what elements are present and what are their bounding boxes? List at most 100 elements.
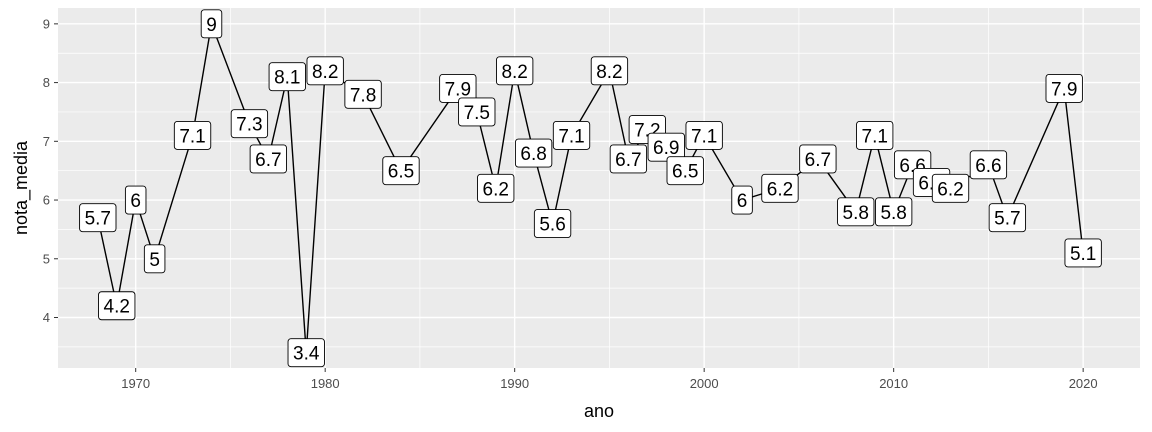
data-label: 6.6 <box>969 150 1008 180</box>
data-label-box <box>230 109 269 139</box>
data-label-box <box>609 144 648 174</box>
data-label-box <box>458 97 496 127</box>
data-label-box <box>931 173 970 203</box>
y-tick-label: 7 <box>43 134 50 149</box>
data-label-box <box>837 197 875 227</box>
data-label: 6.8 <box>514 138 553 168</box>
data-label-box <box>685 120 723 150</box>
data-label-box <box>124 185 147 215</box>
data-label-text: 6.2 <box>767 179 793 200</box>
data-label-text: 5.6 <box>539 215 565 236</box>
data-label: 5 <box>143 244 166 274</box>
data-label: 6.9 <box>647 132 685 162</box>
data-label-box <box>552 120 591 150</box>
data-label: 8.2 <box>306 56 344 86</box>
data-label-text: 6.6 <box>975 156 1001 177</box>
data-label-text: 7.9 <box>1051 79 1077 100</box>
x-axis-title: ano <box>584 401 614 421</box>
data-label: 6 <box>124 185 147 215</box>
data-label-box <box>731 185 753 215</box>
data-label: 6 <box>731 185 753 215</box>
data-label-box <box>666 156 704 186</box>
data-label: 6.2 <box>477 173 515 203</box>
data-label-box <box>874 197 913 227</box>
data-label-box <box>200 9 223 39</box>
data-label: 6.5 <box>666 156 704 186</box>
y-tick-label: 9 <box>43 16 50 31</box>
data-label-box <box>590 56 629 86</box>
data-label-box <box>496 56 534 86</box>
data-label-text: 7.5 <box>464 103 490 124</box>
data-label-box <box>98 291 136 321</box>
data-label: 5.7 <box>988 203 1027 233</box>
y-tick-label: 8 <box>43 75 50 90</box>
data-label-box <box>514 138 553 168</box>
data-label-text: 9 <box>206 15 217 36</box>
data-label: 5.6 <box>533 209 572 238</box>
data-label-text: 6.2 <box>937 179 963 200</box>
data-label: 6.7 <box>249 144 287 174</box>
x-tick-label: 1990 <box>500 376 529 391</box>
data-label: 8.2 <box>496 56 534 86</box>
data-label-text: 7.9 <box>445 79 471 100</box>
data-label-text: 8.1 <box>274 68 300 89</box>
x-tick-label: 2010 <box>879 376 908 391</box>
data-label: 7.5 <box>458 97 496 127</box>
data-label: 7.8 <box>344 79 382 109</box>
x-tick-label: 2020 <box>1069 376 1098 391</box>
y-tick-label: 5 <box>43 251 50 266</box>
data-label-text: 7.1 <box>558 126 584 147</box>
x-tick-label: 2000 <box>690 376 719 391</box>
data-label: 6.7 <box>799 144 837 174</box>
data-label-text: 6.2 <box>483 179 509 200</box>
data-label-text: 7.1 <box>862 126 888 147</box>
data-label: 4.2 <box>98 291 136 321</box>
y-tick-label: 6 <box>43 193 50 208</box>
data-label-text: 8.2 <box>312 62 338 83</box>
data-label: 5.8 <box>837 197 875 227</box>
data-labels: 5.7 4.2 6 5 7.1 9 7.3 6.7 8.1 3.4 8.2 7.8 6.5 7.9 7.5 6… <box>79 9 1102 368</box>
data-label-box <box>249 144 287 174</box>
data-label-text: 6 <box>737 191 748 212</box>
data-label-box <box>799 144 837 174</box>
data-label: 7.9 <box>1045 74 1083 103</box>
data-label: 5.1 <box>1064 238 1102 268</box>
data-label-box <box>268 62 306 92</box>
data-label: 6.7 <box>609 144 648 174</box>
data-label-box <box>1064 238 1102 268</box>
data-label-box <box>344 79 382 109</box>
data-label: 8.1 <box>268 62 306 92</box>
data-label-box <box>306 56 344 86</box>
data-label-box <box>988 203 1027 233</box>
data-label: 6.2 <box>761 173 799 203</box>
data-label-text: 8.2 <box>596 62 622 83</box>
data-label-text: 5.1 <box>1070 244 1096 265</box>
data-label: 7.1 <box>552 120 591 150</box>
data-label: 7.1 <box>856 120 894 150</box>
data-label-box <box>969 150 1008 180</box>
data-label-box <box>856 120 894 150</box>
data-label: 8.2 <box>590 56 629 86</box>
data-label-box <box>439 74 477 103</box>
data-label: 5.7 <box>79 203 117 233</box>
data-label-text: 5.7 <box>85 209 111 230</box>
data-label: 7.1 <box>685 120 723 150</box>
data-label-box <box>533 209 572 238</box>
data-label-box <box>79 203 117 233</box>
data-label-box <box>382 156 420 186</box>
data-label-box <box>287 338 325 368</box>
data-label-box <box>761 173 799 203</box>
data-label-text: 6.7 <box>615 150 641 171</box>
data-label-box <box>1045 74 1083 103</box>
data-label-text: 5.8 <box>880 203 906 224</box>
data-label: 3.4 <box>287 338 325 368</box>
data-label-text: 5.8 <box>843 203 869 224</box>
data-label: 5.8 <box>874 197 913 227</box>
data-label-text: 6.5 <box>672 162 698 183</box>
data-label-text: 6.7 <box>255 150 281 171</box>
y-axis-title: nota_media <box>11 140 32 235</box>
data-label-box <box>143 244 166 274</box>
data-label-text: 7.1 <box>179 126 205 147</box>
data-label-box <box>477 173 515 203</box>
